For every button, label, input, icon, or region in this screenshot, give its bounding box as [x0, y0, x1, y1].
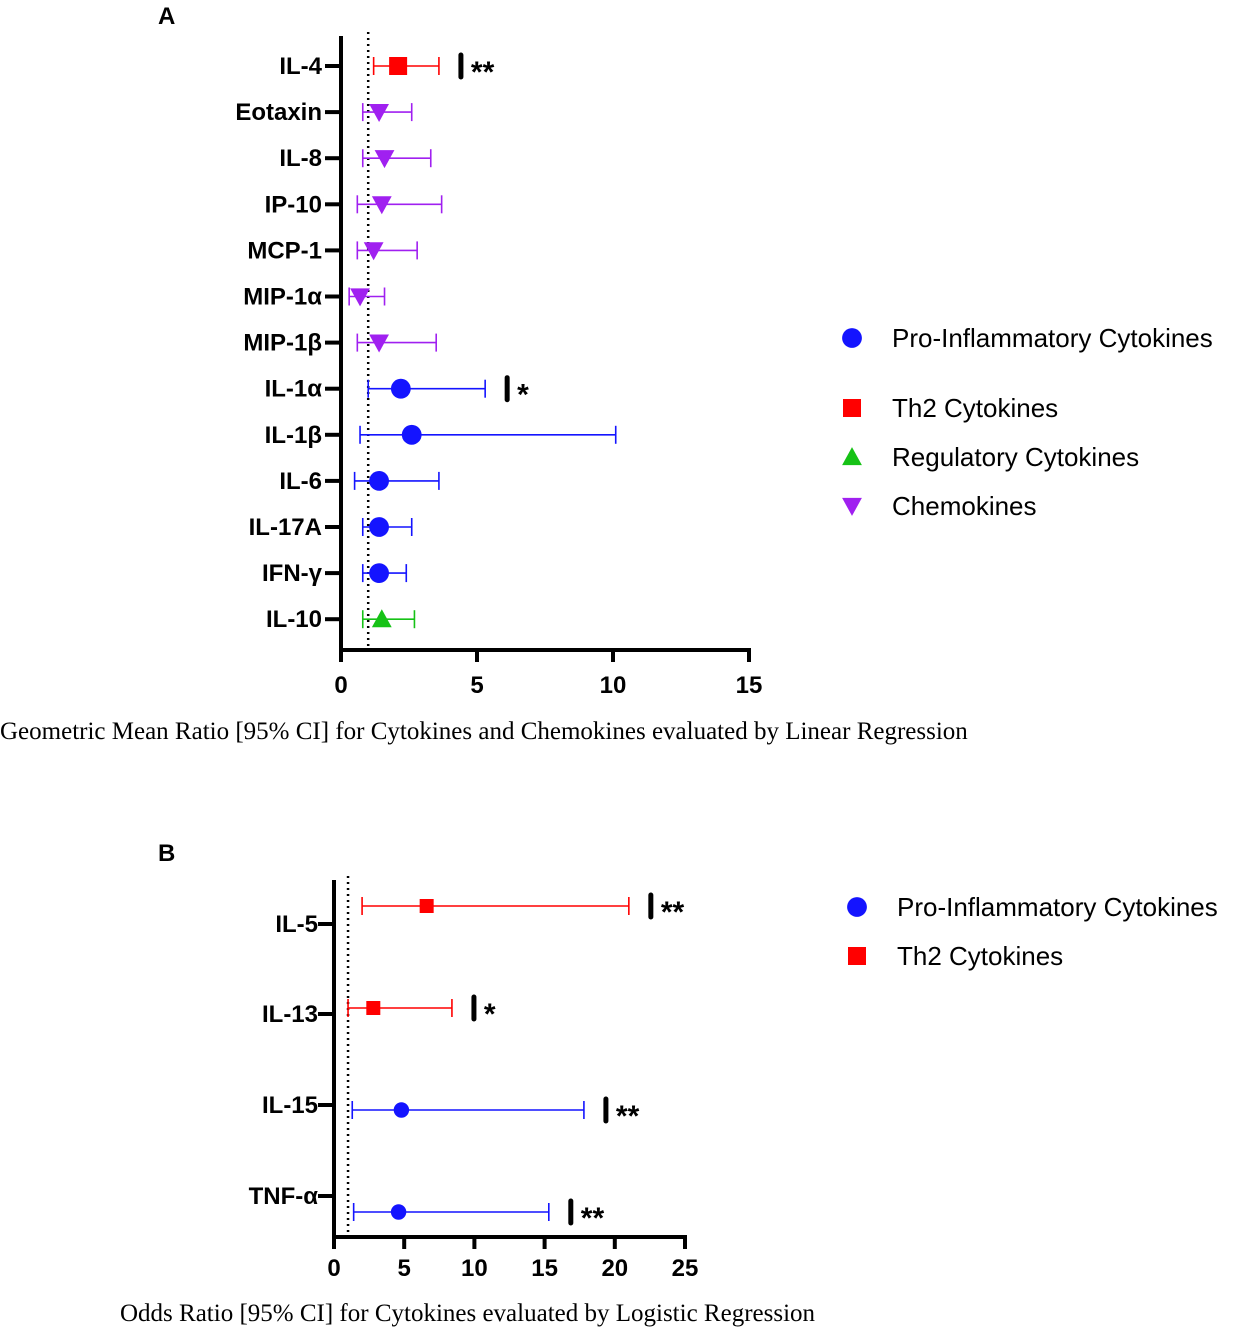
x-tick-label: 15	[531, 1255, 558, 1282]
row-il-8: IL-8	[279, 145, 432, 172]
legend-item-regulatory-cytokines: Regulatory Cytokines	[842, 442, 1139, 472]
panel-a: A 0 5 10 15 IL-4 ** Eotaxin IL-8 IP-10 MCP-1 MIP-1…	[0, 3, 1213, 745]
legend-label: Th2 Cytokines	[892, 393, 1058, 423]
row-il-10: IL-10	[266, 606, 416, 633]
y-tick-label: IL-4	[279, 53, 322, 80]
x-tick-label: 25	[672, 1255, 699, 1282]
legend-label: Regulatory Cytokines	[892, 442, 1139, 472]
row-il-6: IL-6	[279, 468, 440, 495]
y-tick-label: IL-15	[262, 1092, 318, 1119]
panel-b-legend: Pro-Inflammatory Cytokines Th2 Cytokines	[847, 892, 1218, 971]
row-mcp-1: MCP-1	[247, 237, 418, 264]
x-tick-label: 5	[470, 672, 483, 699]
triangle-up-icon	[842, 447, 862, 466]
point-estimate	[366, 1001, 381, 1015]
significance-label: *	[517, 379, 529, 412]
y-tick-label: MCP-1	[247, 237, 322, 264]
panel-a-legend: Pro-Inflammatory Cytokines Th2 Cytokines R…	[842, 323, 1213, 521]
significance-label: **	[471, 56, 495, 89]
y-tick-label: IL-1α	[265, 376, 323, 403]
y-tick-label: Eotaxin	[235, 99, 322, 126]
panel-b-plot: 0 5 10 15 20 25 IL-5 ** IL-13 * IL-15 ** TNF-α **	[249, 876, 699, 1282]
x-tick-label: 5	[398, 1255, 411, 1282]
point-estimate	[369, 517, 389, 537]
y-tick-label: IL-17A	[249, 514, 322, 541]
row-il-5: IL-5 **	[275, 892, 685, 938]
y-tick-label: IFN-γ	[262, 560, 323, 587]
row-tnf: TNF-α **	[249, 1183, 605, 1235]
triangle-down-icon	[842, 497, 862, 516]
point-estimate	[389, 57, 408, 75]
significance-label: **	[616, 1100, 640, 1133]
legend-item-th2-cytokines: Th2 Cytokines	[843, 393, 1058, 423]
row-il-1: IL-1β	[265, 422, 617, 449]
y-tick-label: IL-5	[275, 911, 318, 938]
row-mip-1: MIP-1α	[243, 284, 386, 311]
y-tick-label: IL-13	[262, 1001, 318, 1028]
legend-label: Pro-Inflammatory Cytokines	[892, 323, 1213, 353]
y-tick-label: IL-6	[279, 468, 322, 495]
point-estimate	[350, 288, 370, 307]
y-tick-label: IP-10	[265, 191, 322, 218]
point-estimate	[369, 334, 389, 353]
row-il-13: IL-13 *	[262, 994, 496, 1031]
x-tick-label: 20	[601, 1255, 628, 1282]
square-icon	[843, 399, 861, 417]
legend-item-th2-cytokines: Th2 Cytokines	[848, 941, 1063, 971]
point-estimate	[369, 104, 389, 122]
significance-label: *	[484, 998, 496, 1031]
panel-b-caption: Odds Ratio [95% CI] for Cytokines evalua…	[120, 1300, 816, 1327]
legend-item-pro-inflammatory-cytokines: Pro-Inflammatory Cytokines	[847, 892, 1218, 922]
legend-item-pro-inflammatory-cytokines: Pro-Inflammatory Cytokines	[842, 323, 1213, 353]
row-il-17a: IL-17A	[249, 514, 413, 541]
point-estimate	[369, 563, 389, 583]
square-icon	[848, 947, 866, 965]
legend-item-chemokines: Chemokines	[842, 491, 1037, 521]
y-tick-label: MIP-1β	[243, 330, 322, 357]
point-estimate	[371, 609, 392, 628]
panel-b: B 0 5 10 15 20 25 IL-5 ** IL-13 * IL-15 ** TNF-α ** P…	[120, 840, 1218, 1327]
circle-icon	[842, 328, 862, 348]
row-il-4: IL-4 **	[279, 52, 495, 89]
legend-label: Pro-Inflammatory Cytokines	[897, 892, 1218, 922]
legend-label: Th2 Cytokines	[897, 941, 1063, 971]
point-estimate	[390, 1204, 407, 1220]
y-tick-label: TNF-α	[249, 1183, 319, 1210]
circle-icon	[847, 897, 867, 917]
row-ifn: IFN-γ	[262, 560, 408, 587]
row-il-15: IL-15 **	[262, 1092, 640, 1133]
y-tick-label: IL-10	[266, 606, 322, 633]
significance-label: **	[581, 1202, 605, 1235]
y-tick-label: IL-1β	[265, 422, 322, 449]
x-tick-label: 0	[327, 1255, 340, 1282]
x-tick-label: 15	[736, 672, 763, 699]
row-il-1: IL-1α *	[265, 375, 529, 412]
point-estimate	[393, 1102, 410, 1118]
panel-a-caption: Geometric Mean Ratio [95% CI] for Cytoki…	[0, 718, 968, 745]
y-tick-label: MIP-1α	[243, 284, 322, 311]
x-tick-label: 10	[600, 672, 627, 699]
point-estimate	[390, 378, 411, 399]
point-estimate	[363, 242, 384, 261]
x-tick-label: 0	[334, 672, 347, 699]
significance-label: **	[661, 896, 685, 929]
panel-b-label: B	[158, 840, 175, 867]
panel-a-plot: 0 5 10 15 IL-4 ** Eotaxin IL-8 IP-10 MCP-1 MIP-1α M…	[235, 32, 762, 699]
row-eotaxin: Eotaxin	[235, 99, 413, 126]
point-estimate	[401, 424, 422, 445]
point-estimate	[371, 196, 392, 215]
row-mip-1: MIP-1β	[243, 330, 438, 357]
panel-a-label: A	[158, 3, 175, 30]
row-ip-10: IP-10	[265, 191, 443, 218]
point-estimate	[419, 899, 434, 913]
point-estimate	[374, 150, 395, 169]
y-tick-label: IL-8	[279, 145, 322, 172]
x-tick-label: 10	[461, 1255, 488, 1282]
legend-label: Chemokines	[892, 491, 1037, 521]
point-estimate	[369, 471, 389, 491]
